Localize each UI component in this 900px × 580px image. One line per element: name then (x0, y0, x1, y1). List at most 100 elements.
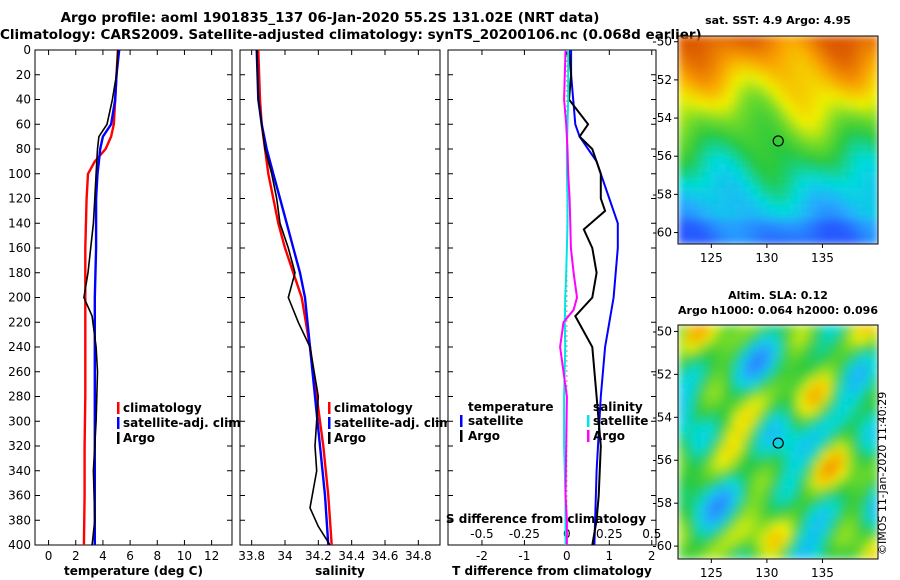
sla-map-cell (750, 505, 759, 515)
sla-map-cell (726, 505, 735, 515)
sst-map-cell (710, 196, 719, 205)
sst-map-cell (774, 204, 783, 213)
sst-map-cell (686, 84, 695, 93)
sst-map-cell (830, 84, 839, 93)
sst-map-cell (734, 156, 743, 165)
sst-map-cell (750, 156, 759, 165)
salinity-legend-swatch (328, 417, 331, 429)
sla-map-cell (766, 388, 775, 398)
sla-map-cell (870, 343, 878, 353)
sla-map-cell (862, 532, 871, 542)
temperature-legend-swatch (117, 402, 120, 414)
sla-map-cell (726, 415, 735, 425)
sla-map-cell (726, 496, 735, 506)
sst-map-cell (806, 188, 815, 197)
sla-map-cell (726, 478, 735, 488)
sst-map-cell (830, 76, 839, 85)
sst-map-cell (782, 148, 791, 157)
sla-map-cell (806, 433, 815, 443)
sla-map-cell (766, 469, 775, 479)
sla-map-cell (734, 397, 743, 407)
temperature-legend-label: Argo (123, 431, 155, 445)
sla-map-cell (806, 532, 815, 542)
sla-map-cell (830, 550, 839, 559)
sla-map-cell (798, 487, 807, 497)
sst-map-cell (846, 236, 855, 244)
sst-map-cell (814, 132, 823, 141)
sla-map-cell (702, 388, 711, 398)
sst-map-cell (822, 140, 831, 149)
sst-map-cell (790, 132, 799, 141)
sla-map-cell (726, 532, 735, 542)
sst-map-cell (854, 172, 863, 181)
sla-map-xtick-label: 135 (811, 566, 834, 580)
sla-map-cell (702, 379, 711, 389)
sst-map-cell (830, 228, 839, 237)
sla-map-cell (710, 424, 719, 434)
sla-map-cell (854, 406, 863, 416)
sla-map-cell (830, 460, 839, 470)
sla-map-cell (814, 343, 823, 353)
sst-map-cell (806, 140, 815, 149)
sla-map-cell (862, 424, 871, 434)
sla-map-cell (710, 514, 719, 524)
sst-map-cell (830, 212, 839, 221)
sla-map-cell (798, 496, 807, 506)
sla-map-cell (742, 415, 751, 425)
sst-map-cell (846, 148, 855, 157)
sst-map-cell (854, 68, 863, 77)
sla-map-cell (702, 334, 711, 344)
sst-map-cell (702, 188, 711, 197)
sst-map-cell (758, 92, 767, 101)
sla-map-cell (830, 343, 839, 353)
sst-map-cell (854, 236, 863, 244)
sst-map-cell (710, 92, 719, 101)
sla-map-cell (774, 469, 783, 479)
legend-left-label: satellite (468, 414, 523, 428)
sst-map-cell (694, 100, 703, 109)
sla-map-cell (870, 532, 878, 542)
sla-map-cell (750, 478, 759, 488)
sst-map-cell (822, 92, 831, 101)
series-climatology (82, 49, 120, 546)
temperature-xtick-label: 6 (126, 549, 134, 563)
sst-map-cell (790, 164, 799, 173)
sst-map-ytick-label: -50 (652, 35, 672, 49)
sst-map-cell (718, 44, 727, 53)
sst-map-cell (678, 148, 687, 157)
sst-map-cell (830, 156, 839, 165)
sst-map-cell (870, 108, 878, 117)
sst-map-cell (790, 108, 799, 117)
sst-map-cell (782, 188, 791, 197)
sla-map-cell (782, 514, 791, 524)
sla-map-cell (782, 478, 791, 488)
sst-map-cell (758, 172, 767, 181)
sst-map-cell (766, 132, 775, 141)
sst-map-cell (774, 84, 783, 93)
sst-map-cell (774, 44, 783, 53)
sst-map-cell (742, 148, 751, 157)
sst-map-cell (830, 68, 839, 77)
sst-map-cell (702, 68, 711, 77)
sst-map-cell (686, 204, 695, 213)
sla-map-cell (734, 343, 743, 353)
sst-map-cell (806, 116, 815, 125)
sla-map-cell (854, 388, 863, 398)
sla-map-cell (710, 379, 719, 389)
sla-map-cell (838, 478, 847, 488)
sla-map-cell (806, 478, 815, 488)
sla-map-cell (846, 343, 855, 353)
sla-map-cell (718, 460, 727, 470)
sst-map-cell (694, 156, 703, 165)
sla-map-cell (774, 379, 783, 389)
sla-map-cell (782, 379, 791, 389)
sst-map-cell (846, 36, 855, 45)
sla-map-cell (854, 469, 863, 479)
sla-map-cell (830, 334, 839, 344)
sla-map-cell (750, 361, 759, 371)
sla-map-cell (806, 415, 815, 425)
sla-map-cell (782, 451, 791, 461)
sla-map-cell (798, 388, 807, 398)
sst-map-cell (790, 196, 799, 205)
sst-map-cell (782, 236, 791, 244)
